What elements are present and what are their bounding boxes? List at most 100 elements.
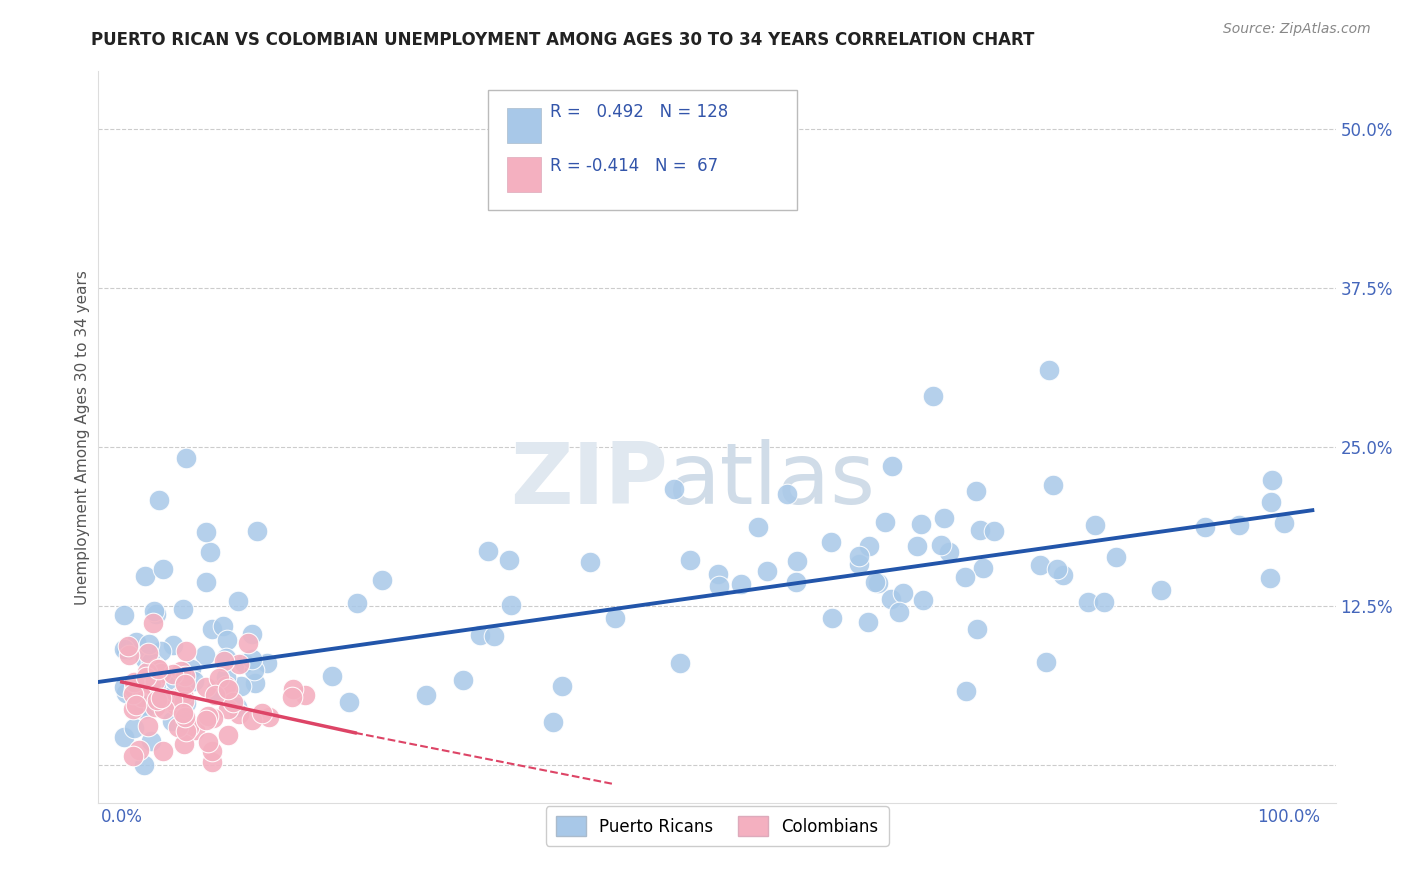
Point: [953, 570, 976, 584]
Point: [134, 652, 156, 666]
Point: [848, 549, 870, 563]
Point: [121, 701, 143, 715]
Point: [1272, 516, 1295, 531]
Point: [280, 690, 302, 704]
Point: [208, 671, 231, 685]
Point: [112, 608, 135, 623]
Point: [551, 679, 574, 693]
Point: [179, 720, 201, 734]
Bar: [506, 157, 541, 192]
Point: [1092, 595, 1115, 609]
Point: [145, 607, 167, 622]
Point: [152, 562, 174, 576]
Point: [180, 662, 202, 676]
Point: [215, 651, 238, 665]
Point: [215, 633, 238, 648]
Point: [149, 644, 172, 658]
Point: [149, 691, 172, 706]
Point: [498, 552, 520, 566]
Point: [117, 639, 139, 653]
Point: [1105, 550, 1128, 565]
Point: [143, 696, 166, 710]
Text: ZIP: ZIP: [510, 440, 668, 523]
Point: [856, 615, 879, 629]
Point: [912, 593, 935, 607]
Text: Source: ZipAtlas.com: Source: ZipAtlas.com: [1223, 22, 1371, 37]
Point: [128, 743, 150, 757]
Point: [1194, 519, 1216, 533]
Point: [176, 696, 198, 710]
Point: [873, 515, 896, 529]
Point: [678, 553, 700, 567]
Point: [1046, 561, 1069, 575]
Text: atlas: atlas: [668, 440, 876, 523]
Point: [983, 524, 1005, 538]
Point: [1035, 655, 1057, 669]
Point: [1052, 567, 1074, 582]
Point: [879, 592, 901, 607]
Point: [603, 611, 626, 625]
FancyBboxPatch shape: [488, 90, 797, 211]
Point: [122, 687, 145, 701]
Point: [197, 735, 219, 749]
Point: [501, 599, 523, 613]
Point: [755, 565, 778, 579]
Point: [938, 545, 960, 559]
Point: [1229, 517, 1251, 532]
Point: [149, 665, 172, 680]
Point: [165, 698, 187, 712]
Point: [730, 577, 752, 591]
Point: [142, 615, 165, 630]
Point: [256, 657, 278, 671]
Point: [934, 511, 956, 525]
Point: [139, 734, 162, 748]
Point: [217, 681, 239, 696]
Point: [195, 680, 218, 694]
Point: [121, 748, 143, 763]
Point: [198, 545, 221, 559]
Point: [858, 539, 880, 553]
Point: [226, 700, 249, 714]
Point: [118, 640, 141, 654]
Point: [252, 706, 274, 720]
Point: [146, 661, 169, 675]
Point: [134, 702, 156, 716]
Point: [163, 673, 186, 688]
Point: [579, 555, 602, 569]
Point: [1260, 495, 1282, 509]
Point: [134, 569, 156, 583]
Point: [257, 710, 280, 724]
Point: [173, 709, 195, 723]
Text: R = -0.414   N =  67: R = -0.414 N = 67: [550, 158, 718, 176]
Point: [174, 644, 197, 658]
Bar: [506, 108, 541, 143]
Point: [115, 643, 138, 657]
Point: [143, 659, 166, 673]
Point: [226, 594, 249, 608]
Point: [541, 714, 564, 729]
Point: [228, 706, 250, 721]
Point: [955, 684, 977, 698]
Point: [122, 722, 145, 736]
Point: [887, 605, 910, 619]
Point: [669, 657, 692, 671]
Point: [1260, 571, 1282, 585]
Point: [969, 523, 991, 537]
Point: [143, 673, 166, 688]
Point: [965, 483, 987, 498]
Point: [910, 516, 932, 531]
Text: R =   0.492   N = 128: R = 0.492 N = 128: [550, 103, 728, 120]
Point: [215, 679, 238, 693]
Point: [240, 627, 263, 641]
Point: [880, 459, 903, 474]
Point: [200, 744, 222, 758]
Point: [132, 757, 155, 772]
Point: [337, 695, 360, 709]
Point: [174, 677, 197, 691]
Point: [371, 573, 394, 587]
Point: [122, 675, 145, 690]
Point: [848, 557, 870, 571]
Point: [231, 679, 253, 693]
Point: [1150, 583, 1173, 598]
Point: [1029, 558, 1052, 573]
